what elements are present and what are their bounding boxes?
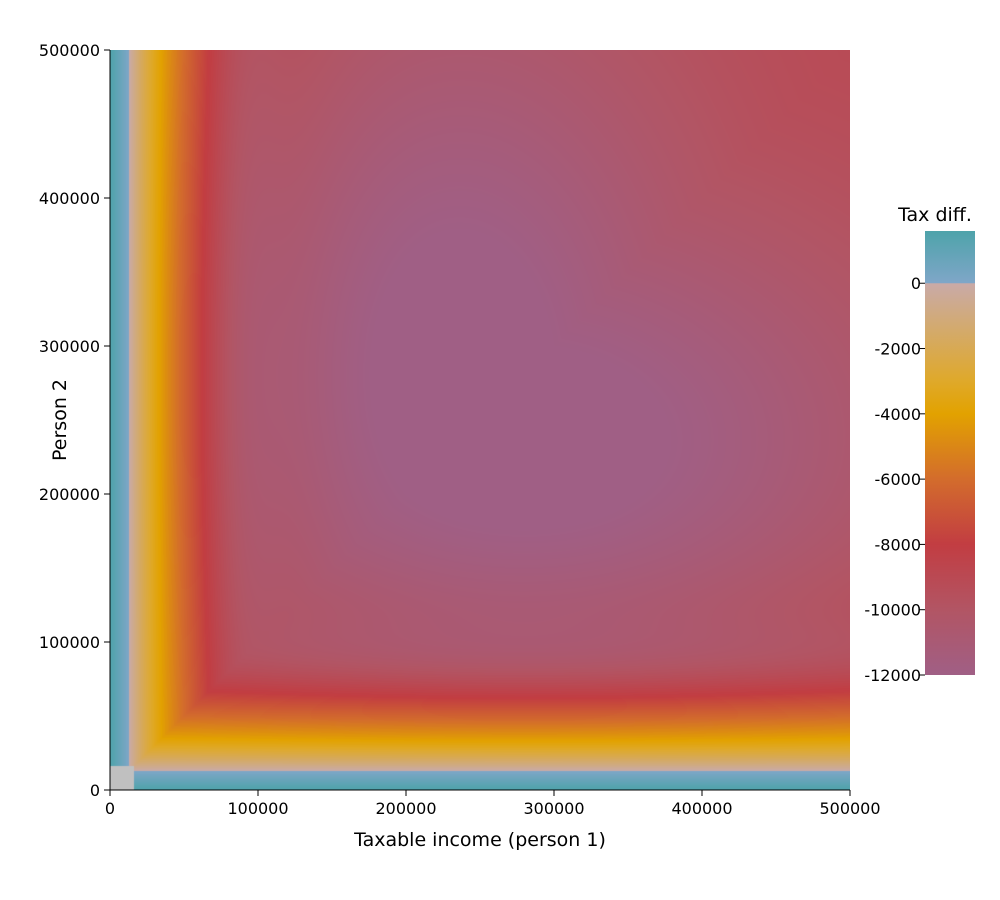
colorbar-title: Tax diff. <box>897 204 972 226</box>
colorbar-bar <box>925 231 975 675</box>
y-tick-label: 300000 <box>39 337 100 356</box>
y-axis: 0 100000 200000 300000 400000 500000 <box>39 41 111 800</box>
y-tick-label: 500000 <box>39 41 100 60</box>
colorbar-tick-label: -12000 <box>864 666 921 685</box>
x-tick-label: 300000 <box>523 799 584 818</box>
x-tick-label: 100000 <box>227 799 288 818</box>
colorbar-tick-label: -8000 <box>875 535 922 554</box>
colorbar-tick-label: -6000 <box>875 470 922 489</box>
colorbar-tick-label: -10000 <box>864 601 921 620</box>
colorbar-tick-label: -2000 <box>875 340 922 359</box>
y-tick-label: 0 <box>90 781 100 800</box>
y-tick-label: 400000 <box>39 189 100 208</box>
x-tick-label: 0 <box>105 799 115 818</box>
x-tick-label: 500000 <box>819 799 880 818</box>
colorbar-tick-label: 0 <box>911 274 921 293</box>
colorbar-ticks: 0 -2000 -4000 -6000 -8000 -10000 -12000 <box>864 274 925 685</box>
colorbar: Tax diff. 0 -2000 -4000 -6000 -8000 -10000 -12… <box>864 204 975 685</box>
y-tick-label: 100000 <box>39 633 100 652</box>
y-axis-label: Person 2 <box>49 379 71 461</box>
y-tick-label: 200000 <box>39 485 100 504</box>
x-axis: 0 100000 200000 300000 400000 500000 <box>105 789 881 818</box>
heatmap-surface <box>110 50 850 790</box>
x-tick-label: 400000 <box>671 799 732 818</box>
x-tick-label: 200000 <box>375 799 436 818</box>
plot-area <box>110 50 850 790</box>
colorbar-tick-label: -4000 <box>875 405 922 424</box>
heatmap-canvas <box>110 50 850 790</box>
x-axis-label: Taxable income (person 1) <box>353 829 606 851</box>
